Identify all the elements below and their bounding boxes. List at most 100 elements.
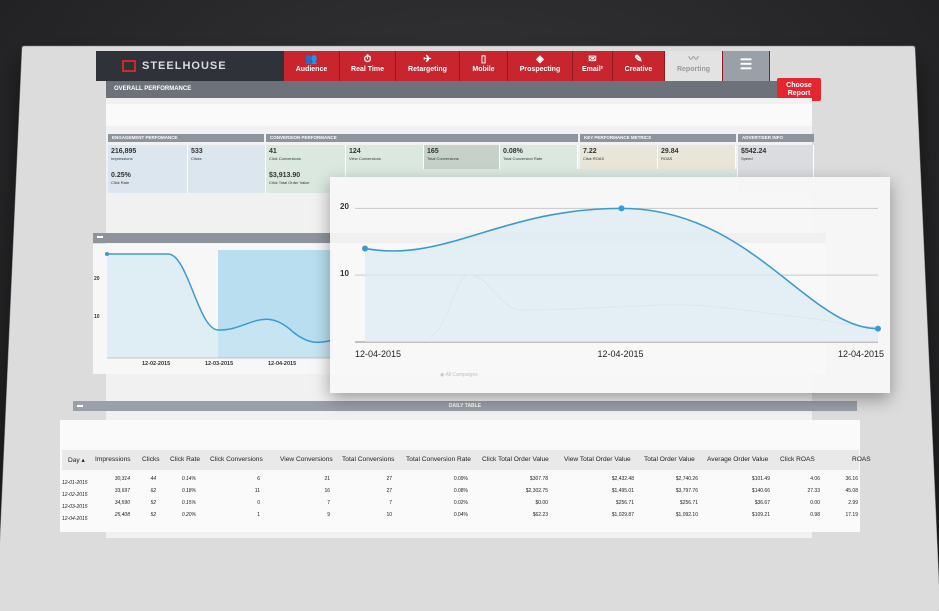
mail-icon: ✉ [573, 54, 612, 66]
table-row[interactable]: 12-04-2015 25,408 52 0.20% 1 9 10 0.04% $62.23 $1… [62, 512, 859, 524]
data-point[interactable] [619, 205, 625, 211]
table-cell: 0 [257, 500, 260, 506]
left-x-tick-1: 12-02-2015 [142, 361, 170, 367]
table-cell: 33,697 [115, 488, 130, 494]
table-cell: $36.67 [755, 500, 770, 506]
col-header[interactable]: Total Conversions [342, 456, 394, 463]
table-row[interactable]: 12-01-2015 30,314 44 0.14% 6 21 27 0.09% $307.78… [62, 476, 859, 488]
menu-icon: ☰ [723, 58, 769, 70]
col-header[interactable]: Impressions [95, 456, 131, 463]
col-header[interactable]: Click Conversions [210, 456, 263, 463]
nav-real-time-button[interactable]: ⏱ Real Time [340, 51, 396, 81]
table-cell: 6 [257, 476, 260, 482]
metric-clicks: 533 Clicks [188, 145, 266, 169]
col-header[interactable]: ROAS [852, 456, 871, 463]
table-cell: 16 [324, 488, 330, 494]
metric-empty [188, 169, 266, 193]
table-cell: 17.19 [845, 512, 858, 518]
table-row[interactable]: 12-02-2015 33,697 62 0.18% 11 16 27 0.08% $2,302… [62, 488, 859, 500]
table-cell: 7 [327, 500, 330, 506]
table-row[interactable]: 12-03-2015 34,590 52 0.15% 0 7 7 0.02% $0.00 $256… [62, 500, 859, 512]
users-icon: 👥 [284, 54, 339, 66]
col-header[interactable]: View Total Order Value [564, 456, 631, 463]
table-cell: $1,029.87 [612, 512, 634, 518]
col-header[interactable]: View Conversions [280, 456, 333, 463]
chart-icon: 〰 [665, 54, 722, 66]
col-header[interactable]: Click Total Order Value [482, 456, 549, 463]
table-cell: 30,314 [115, 476, 130, 482]
nav-label: Creative [625, 66, 653, 73]
nav-label: Email² [582, 66, 603, 73]
table-cell: $3,797.76 [676, 488, 698, 494]
col-header[interactable]: Day ▴ [68, 456, 85, 464]
daily-table-header[interactable]: DAILY TABLE [73, 401, 857, 411]
x-tick-label: 12-04-2015 [598, 349, 644, 359]
table-cell: 0.18% [182, 488, 196, 494]
collapse-icon [77, 405, 83, 407]
table-cell: 12-02-2015 [62, 492, 88, 498]
table-cell: 4.06 [810, 476, 820, 482]
table-cell: 0.20% [182, 512, 196, 518]
col-header[interactable]: Average Order Value [707, 456, 768, 463]
table-cell: $0.00 [535, 500, 548, 506]
table-cell: 27.33 [807, 488, 820, 494]
table-cell: $307.78 [530, 476, 548, 482]
nav-retargeting-button[interactable]: ✈ Retargeting [396, 51, 460, 81]
data-point[interactable] [875, 326, 881, 332]
zoomed-chart-svg [330, 177, 890, 393]
table-cell: $1,092.10 [676, 512, 698, 518]
brand-name: STEELHOUSE [142, 60, 227, 72]
table-cell: 52 [150, 512, 156, 518]
target-icon: ◈ [508, 54, 572, 66]
filter-strip [106, 104, 812, 126]
metric-view-conversions: 124 View Conversions [346, 145, 424, 169]
nav-mobile-button[interactable]: ▯ Mobile [460, 51, 508, 81]
section-kpm: KEY PERFORMANCE METRICS [580, 134, 736, 142]
daily-table-title: DAILY TABLE [449, 403, 481, 409]
table-cell: $62.23 [533, 512, 548, 518]
table-cell: 52 [150, 500, 156, 506]
nav-label: Reporting [677, 66, 710, 73]
table-cell: 11 [255, 488, 260, 494]
table-cell: $140.66 [752, 488, 770, 494]
table-cell: 27 [386, 476, 392, 482]
section-engagement: ENGAGEMENT PERFOMANCE [108, 134, 264, 142]
zoomed-chart-overlay: ◉ All Campaigns 20 10 12-04-2015 12-04-2015… [330, 177, 890, 393]
table-cell: 12-01-2015 [62, 480, 88, 486]
left-point [105, 252, 109, 256]
nav-email--button[interactable]: ✉ Email² [573, 51, 613, 81]
nav-reporting-button[interactable]: 〰 Reporting [665, 51, 723, 81]
left-chart [93, 244, 333, 374]
col-header[interactable]: Click Rate [170, 456, 200, 463]
table-cell: 2.99 [848, 500, 858, 506]
table-cell: 0.04% [454, 512, 468, 518]
col-header[interactable]: Total Conversion Rate [406, 456, 471, 463]
x-tick-label: 12-04-2015 [355, 349, 401, 359]
nav-prospecting-button[interactable]: ◈ Prospecting [508, 51, 573, 81]
left-y-tick-20: 20 [94, 276, 100, 282]
table-cell: $2,302.75 [526, 488, 548, 494]
col-header[interactable]: Total Order Value [644, 456, 695, 463]
metric-impressions: 216,895 Impressions [108, 145, 188, 169]
nav-label: Retargeting [408, 66, 447, 73]
collapse-icon [97, 236, 103, 238]
left-y-tick-10: 10 [94, 314, 100, 320]
table-cell: 25,408 [115, 512, 130, 518]
nav-menu-button[interactable]: ☰ [723, 51, 770, 81]
table-cell: 44 [150, 476, 156, 482]
table-cell: 21 [324, 476, 330, 482]
brand-logo[interactable]: STEELHOUSE [122, 57, 227, 75]
col-header[interactable]: Click ROAS [780, 456, 815, 463]
brush-icon: ✎ [613, 54, 664, 66]
nav-label: Audience [296, 66, 328, 73]
table-cell: $109.21 [752, 512, 770, 518]
table-cell: 0.14% [182, 476, 196, 482]
nav-audience-button[interactable]: 👥 Audience [284, 51, 340, 81]
nav-creative-button[interactable]: ✎ Creative [613, 51, 665, 81]
col-header[interactable]: Clicks [142, 456, 160, 463]
table-cell: 12-03-2015 [62, 504, 88, 510]
table-cell: 27 [386, 488, 392, 494]
data-point[interactable] [362, 245, 368, 251]
table-cell: 0.02% [454, 500, 468, 506]
page-title: OVERALL PERFORMANCE [106, 81, 778, 98]
